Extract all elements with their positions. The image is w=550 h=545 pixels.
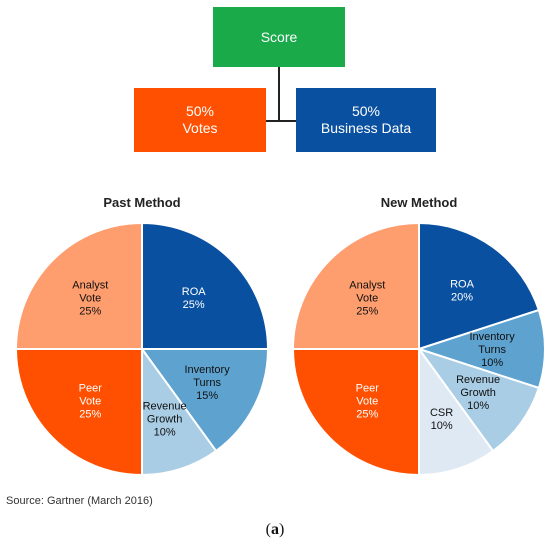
- new-method-slice-revenue-growth: [416, 347, 541, 453]
- past-method-label-peer-vote: Peer Vote 25%: [79, 383, 103, 421]
- new-method-slice-peer-vote: [291, 348, 420, 477]
- score-box: Score: [213, 7, 345, 67]
- business-data-box: 50% Business Data: [296, 88, 436, 152]
- figure-caption: (a): [265, 521, 285, 538]
- new-method-slice-analyst-vote: [291, 221, 420, 350]
- new-method-slice-csr: [418, 345, 495, 477]
- new-method-label-csr: CSR 10%: [430, 407, 453, 432]
- new-method-label-revenue-growth: Revenue Growth 10%: [456, 374, 500, 412]
- tree-connector-bar: [266, 120, 296, 122]
- new-method-label-inventory-turns: Inventory Turns 10%: [469, 331, 515, 369]
- new-method-label-analyst-vote: Analyst Vote 25%: [349, 279, 385, 317]
- score-label: Score: [260, 28, 298, 45]
- votes-pct: 50%: [185, 103, 215, 119]
- past-method-slice-peer-vote: [14, 348, 143, 477]
- votes-label: Votes: [182, 120, 218, 136]
- past-method-label-analyst-vote: Analyst Vote 25%: [72, 279, 108, 317]
- past-method-label-revenue-growth: Revenue Growth 10%: [143, 401, 187, 439]
- past-method-label-inventory-turns: Inventory Turns 15%: [184, 364, 230, 402]
- past-method-label-roa: ROA 25%: [182, 286, 207, 311]
- past-method-slice-inventory-turns: [140, 348, 270, 453]
- votes-box: 50% Votes: [134, 88, 266, 152]
- new-method-title: New Method: [381, 195, 458, 210]
- new-method-label-peer-vote: Peer Vote 25%: [356, 383, 380, 421]
- past-method-slice-roa: [141, 221, 270, 350]
- new-method-slice-inventory-turns: [415, 308, 546, 390]
- business-pct: 50%: [351, 103, 381, 119]
- past-method-slice-analyst-vote: [14, 221, 143, 350]
- tree-connector-stem: [278, 67, 280, 121]
- new-method-slice-roa: [418, 221, 541, 351]
- past-method-title: Past Method: [103, 195, 180, 210]
- source-note: Source: Gartner (March 2016): [6, 495, 153, 507]
- new-method-label-roa: ROA 20%: [450, 278, 475, 303]
- business-label: Business Data: [320, 120, 412, 136]
- past-method-slice-revenue-growth: [141, 345, 218, 477]
